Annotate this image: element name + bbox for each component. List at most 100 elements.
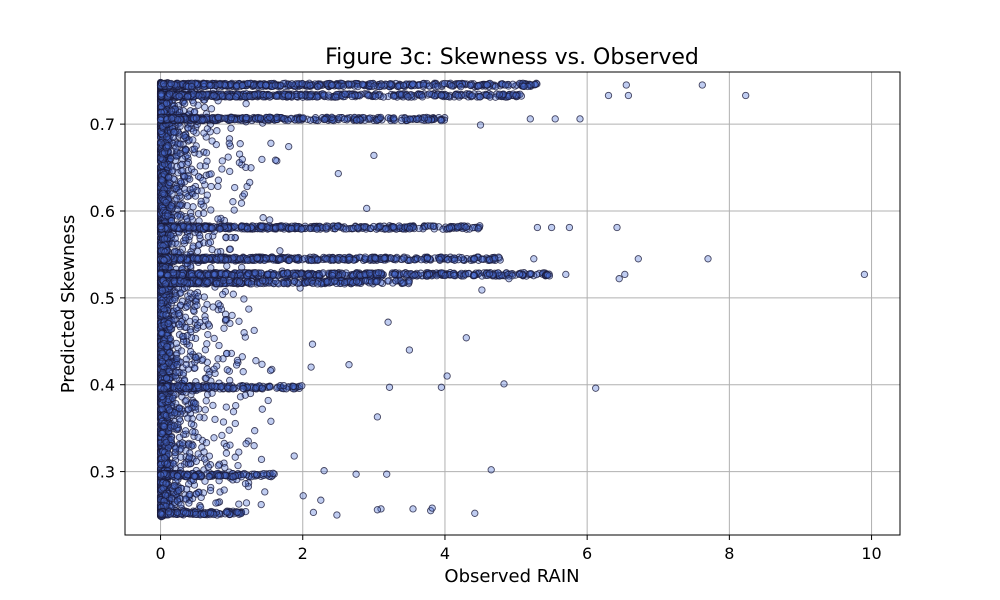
data-point (226, 319, 234, 328)
data-point (250, 326, 258, 335)
data-point (167, 162, 175, 170)
data-point (238, 81, 246, 90)
data-point (220, 324, 228, 332)
data-point (358, 80, 367, 88)
data-point (159, 189, 167, 197)
data-point (307, 363, 315, 371)
data-point (215, 341, 223, 350)
data-point (251, 427, 259, 435)
data-point (259, 214, 267, 222)
data-point (223, 262, 231, 270)
data-point (210, 365, 218, 373)
data-point (246, 178, 254, 187)
data-point (409, 80, 417, 88)
data-point (175, 320, 183, 329)
data-point (192, 353, 200, 362)
data-point (159, 369, 167, 377)
data-point (190, 145, 199, 153)
data-point (195, 92, 203, 100)
data-point (176, 301, 185, 309)
data-point (235, 448, 243, 456)
data-point (227, 124, 235, 132)
data-point (184, 414, 192, 422)
data-point (194, 241, 203, 249)
data-point (176, 149, 184, 158)
data-point (158, 176, 166, 184)
data-point (240, 295, 248, 303)
data-point (177, 347, 186, 355)
data-point (242, 499, 251, 507)
data-point (210, 434, 218, 442)
data-point (234, 461, 242, 470)
data-point (163, 342, 171, 351)
data-point (214, 215, 222, 223)
data-point (162, 311, 170, 319)
data-point (425, 90, 434, 98)
data-point (265, 91, 274, 99)
data-point (203, 365, 211, 373)
data-point (239, 368, 247, 376)
data-point (165, 367, 173, 376)
data-point (161, 454, 169, 462)
data-point (201, 406, 209, 414)
data-point (207, 206, 215, 214)
data-point (187, 347, 195, 356)
data-point (162, 374, 171, 382)
data-point (183, 93, 192, 101)
data-point (163, 133, 171, 141)
data-point (206, 81, 214, 90)
data-point (188, 215, 196, 224)
data-point (162, 438, 170, 447)
data-point (225, 139, 233, 147)
data-point (167, 231, 175, 239)
data-point (173, 354, 181, 363)
data-point (168, 240, 176, 248)
data-point (258, 155, 266, 164)
data-point (226, 441, 234, 449)
data-point (418, 93, 427, 101)
data-point (204, 463, 212, 471)
data-point (193, 301, 201, 310)
data-point (165, 174, 173, 182)
data-point (167, 79, 175, 88)
data-point (203, 191, 211, 199)
data-point (266, 216, 274, 224)
data-point (242, 163, 250, 172)
data-point (235, 317, 243, 325)
data-point (218, 431, 226, 440)
data-point (257, 455, 266, 464)
data-point (178, 439, 187, 447)
data-point (195, 413, 204, 421)
data-point (200, 80, 208, 88)
data-point (306, 81, 314, 90)
data-point (207, 182, 215, 191)
data-point (163, 460, 172, 468)
data-point (307, 91, 315, 99)
data-point (210, 334, 218, 343)
data-point (220, 486, 228, 494)
data-point (228, 311, 236, 320)
data-point (170, 460, 178, 468)
data-point (200, 448, 208, 456)
data-point (170, 482, 179, 490)
data-point (219, 418, 228, 426)
data-point (457, 83, 465, 91)
data-point (169, 394, 177, 402)
data-point (216, 80, 224, 88)
data-point (298, 79, 306, 88)
data-point (203, 125, 212, 133)
data-point (390, 92, 398, 100)
data-point (194, 292, 202, 300)
data-point (202, 149, 211, 157)
data-point (196, 231, 204, 240)
data-point (325, 91, 333, 99)
data-point (285, 142, 293, 151)
data-point (379, 93, 388, 101)
data-point (191, 364, 199, 372)
data-point (206, 238, 215, 246)
data-point (170, 128, 178, 136)
data-point (177, 501, 185, 509)
data-point (245, 305, 253, 313)
data-point (214, 176, 223, 184)
